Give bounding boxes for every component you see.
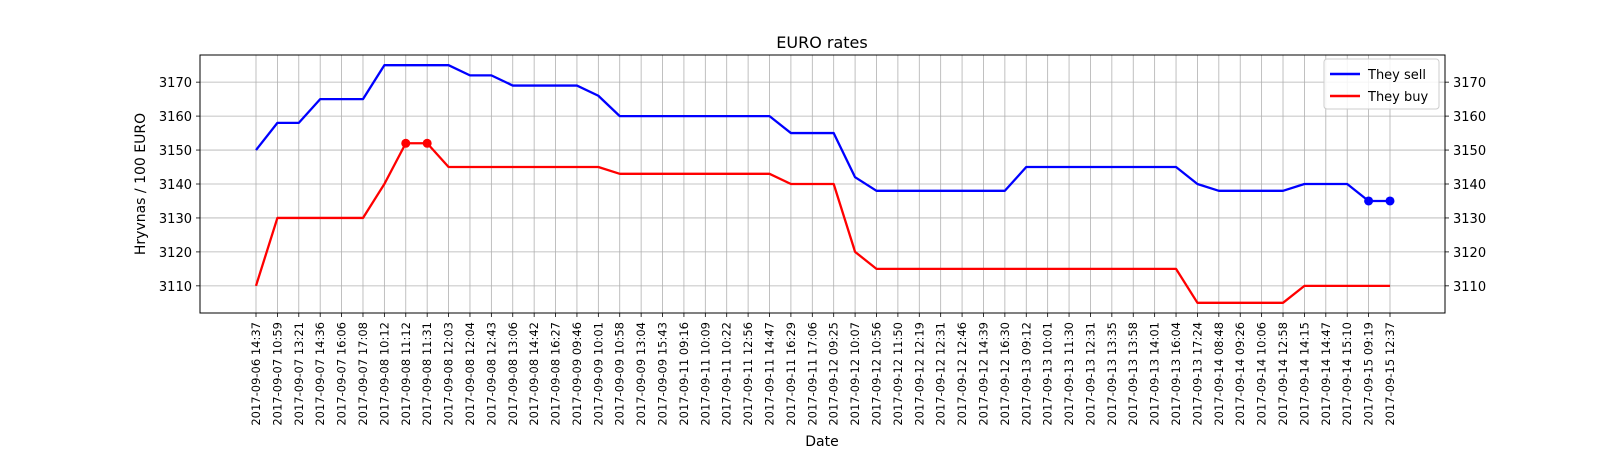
x-axis-title: Date bbox=[805, 434, 838, 450]
x-tick-label: 2017-09-11 10:09 bbox=[698, 322, 712, 426]
y-tick-label-right: 3150 bbox=[1453, 144, 1486, 159]
x-tick-label: 2017-09-12 12:46 bbox=[955, 322, 969, 426]
x-tick-label: 2017-09-08 14:42 bbox=[527, 322, 541, 426]
y-axis-left: 3110 3120 3130 3140 3150 3160 3170 bbox=[159, 76, 200, 295]
x-tick-label: 2017-09-11 16:29 bbox=[784, 322, 798, 426]
x-tick-label: 2017-09-11 12:56 bbox=[741, 322, 755, 426]
chart-title: EURO rates bbox=[776, 33, 867, 52]
x-tick-label: 2017-09-14 15:10 bbox=[1340, 322, 1354, 426]
x-tick-label: 2017-09-12 09:25 bbox=[827, 322, 841, 426]
y-axis-right: 3110 3120 3130 3140 3150 3160 3170 bbox=[1445, 76, 1486, 295]
x-tick-label: 2017-09-08 12:03 bbox=[442, 322, 456, 426]
x-tick-label: 2017-09-11 09:16 bbox=[677, 322, 691, 426]
x-tick-label: 2017-09-11 14:47 bbox=[763, 322, 777, 426]
x-tick-label: 2017-09-09 09:46 bbox=[570, 322, 584, 426]
x-tick-label: 2017-09-12 10:56 bbox=[869, 322, 883, 426]
y-tick-label-right: 3140 bbox=[1453, 178, 1486, 193]
x-tick-label: 2017-09-13 13:58 bbox=[1126, 322, 1140, 426]
x-tick-label: 2017-09-12 16:30 bbox=[998, 322, 1012, 426]
y-tick-label: 3170 bbox=[159, 76, 192, 91]
x-tick-label: 2017-09-12 12:31 bbox=[934, 322, 948, 426]
x-tick-label: 2017-09-13 11:30 bbox=[1062, 322, 1076, 426]
x-tick-label: 2017-09-14 12:58 bbox=[1276, 322, 1290, 426]
legend-label-they-sell: They sell bbox=[1367, 68, 1426, 83]
y-axis-title: Hryvnas / 100 EURO bbox=[133, 113, 149, 255]
x-tick-label: 2017-09-13 14:01 bbox=[1148, 322, 1162, 426]
x-tick-label: 2017-09-08 12:43 bbox=[484, 322, 498, 426]
x-tick-label: 2017-09-15 09:19 bbox=[1362, 322, 1376, 426]
x-tick-label: 2017-09-07 17:08 bbox=[356, 322, 370, 426]
x-tick-label: 2017-09-15 12:37 bbox=[1383, 322, 1397, 426]
x-tick-label: 2017-09-12 11:50 bbox=[891, 322, 905, 426]
x-tick-label: 2017-09-14 10:06 bbox=[1255, 322, 1269, 426]
x-tick-label: 2017-09-12 10:07 bbox=[848, 322, 862, 426]
legend: They sell They buy bbox=[1323, 58, 1440, 110]
y-tick-label: 3120 bbox=[159, 246, 192, 261]
x-tick-label: 2017-09-12 12:19 bbox=[912, 322, 926, 426]
x-tick-label: 2017-09-09 15:43 bbox=[656, 322, 670, 426]
x-tick-label: 2017-09-11 10:22 bbox=[720, 322, 734, 426]
x-tick-label: 2017-09-07 14:36 bbox=[313, 322, 327, 426]
x-tick-label: 2017-09-13 16:04 bbox=[1169, 322, 1183, 426]
series-line-they-sell bbox=[255, 64, 1390, 203]
series-lines bbox=[254, 64, 1390, 304]
x-tick-label: 2017-09-12 14:39 bbox=[976, 322, 990, 426]
x-tick-label: 2017-09-08 11:12 bbox=[399, 322, 413, 426]
x-axis: 2017-09-06 14:37 2017-09-07 10:59 2017-09-… bbox=[249, 313, 1397, 426]
x-tick-label: 2017-09-08 12:04 bbox=[463, 322, 477, 426]
series-line-they-buy bbox=[254, 142, 1390, 304]
x-tick-label: 2017-09-11 17:06 bbox=[805, 322, 819, 426]
y-tick-label: 3110 bbox=[159, 280, 192, 295]
y-tick-label: 3160 bbox=[159, 110, 192, 125]
y-tick-label-right: 3160 bbox=[1453, 110, 1486, 125]
data-point-marker-they-sell bbox=[1364, 196, 1374, 206]
x-tick-label: 2017-09-14 09:26 bbox=[1233, 322, 1247, 426]
x-tick-label: 2017-09-07 16:06 bbox=[335, 322, 349, 426]
x-tick-label: 2017-09-07 10:59 bbox=[270, 322, 284, 426]
y-tick-label: 3150 bbox=[159, 144, 192, 159]
legend-label-they-buy: They buy bbox=[1367, 90, 1428, 105]
x-tick-label: 2017-09-06 14:37 bbox=[249, 322, 263, 426]
y-tick-label-right: 3120 bbox=[1453, 246, 1486, 261]
data-point-marker-they-buy bbox=[422, 138, 432, 148]
x-tick-label: 2017-09-08 10:12 bbox=[377, 322, 391, 426]
x-tick-label: 2017-09-07 13:21 bbox=[292, 322, 306, 426]
y-tick-label-right: 3130 bbox=[1453, 212, 1486, 227]
x-tick-label: 2017-09-08 13:06 bbox=[506, 322, 520, 426]
x-tick-label: 2017-09-14 14:47 bbox=[1319, 322, 1333, 426]
y-tick-label-right: 3170 bbox=[1453, 76, 1486, 91]
x-tick-label: 2017-09-13 09:12 bbox=[1019, 322, 1033, 426]
x-tick-label: 2017-09-14 14:15 bbox=[1297, 322, 1311, 426]
x-tick-label: 2017-09-09 10:58 bbox=[613, 322, 627, 426]
data-point-marker-they-sell bbox=[1385, 196, 1395, 206]
x-tick-label: 2017-09-13 17:24 bbox=[1190, 322, 1204, 426]
x-tick-label: 2017-09-13 13:35 bbox=[1105, 322, 1119, 426]
y-tick-label-right: 3110 bbox=[1453, 280, 1486, 295]
y-tick-label: 3140 bbox=[159, 178, 192, 193]
x-tick-label: 2017-09-08 16:27 bbox=[549, 322, 563, 426]
y-tick-label: 3130 bbox=[159, 212, 192, 227]
x-tick-label: 2017-09-13 10:01 bbox=[1041, 322, 1055, 426]
x-tick-label: 2017-09-09 13:04 bbox=[634, 322, 648, 426]
x-tick-label: 2017-09-14 08:48 bbox=[1212, 322, 1226, 426]
x-tick-label: 2017-09-13 12:31 bbox=[1083, 322, 1097, 426]
x-tick-label: 2017-09-09 10:01 bbox=[591, 322, 605, 426]
x-tick-label: 2017-09-08 11:31 bbox=[420, 322, 434, 426]
data-point-marker-they-buy bbox=[401, 138, 411, 148]
series-markers bbox=[401, 138, 1395, 206]
